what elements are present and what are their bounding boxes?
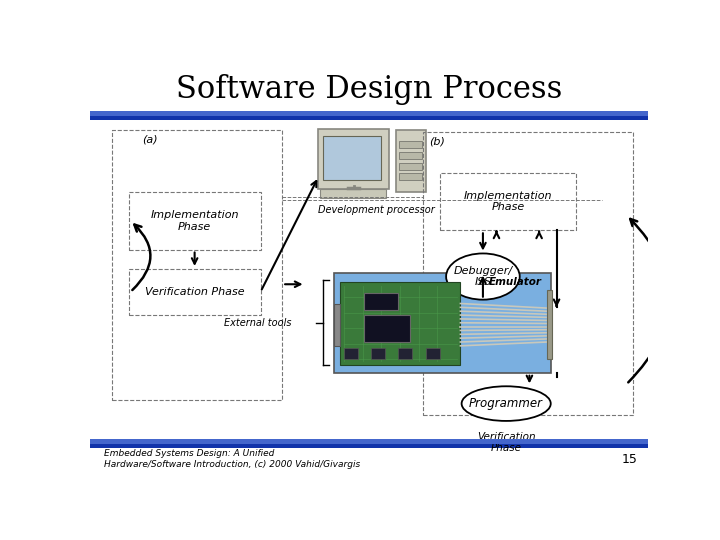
FancyBboxPatch shape [364, 293, 398, 309]
Text: Verification Phase: Verification Phase [145, 287, 244, 297]
FancyBboxPatch shape [399, 173, 423, 180]
Text: (b): (b) [429, 136, 445, 146]
Bar [90, 111, 648, 120]
Text: Programmer: Programmer [469, 397, 543, 410]
FancyBboxPatch shape [426, 348, 439, 359]
FancyBboxPatch shape [399, 163, 423, 170]
Text: Embedded Systems Design: A Unified
Hardware/Software Introduction, (c) 2000 Vahi: Embedded Systems Design: A Unified Hardw… [104, 449, 360, 469]
Text: Implementation
Phase: Implementation Phase [150, 210, 239, 232]
Text: Development processor: Development processor [318, 205, 435, 215]
Text: Emulator: Emulator [489, 277, 542, 287]
Text: Debugger/
ISS: Debugger/ ISS [454, 266, 513, 287]
FancyBboxPatch shape [399, 141, 423, 148]
FancyBboxPatch shape [364, 315, 410, 342]
Text: Verification
Phase: Verification Phase [477, 431, 536, 453]
Bar [90, 111, 648, 116]
FancyBboxPatch shape [399, 152, 423, 159]
Text: External tools: External tools [224, 318, 292, 328]
Bar [90, 439, 648, 444]
FancyBboxPatch shape [318, 130, 389, 189]
FancyBboxPatch shape [323, 136, 382, 180]
Ellipse shape [446, 253, 520, 300]
FancyBboxPatch shape [334, 303, 341, 346]
Bar [90, 439, 648, 448]
FancyBboxPatch shape [372, 348, 385, 359]
Text: 15: 15 [621, 453, 637, 465]
Text: Implementation
Phase: Implementation Phase [464, 191, 552, 212]
FancyBboxPatch shape [320, 189, 387, 198]
FancyBboxPatch shape [344, 348, 358, 359]
Text: Software Design Process: Software Design Process [176, 74, 562, 105]
FancyBboxPatch shape [341, 282, 461, 365]
FancyArrowPatch shape [132, 225, 150, 290]
FancyBboxPatch shape [334, 273, 551, 373]
FancyBboxPatch shape [396, 130, 426, 192]
FancyBboxPatch shape [398, 348, 413, 359]
Ellipse shape [462, 386, 551, 421]
FancyBboxPatch shape [547, 289, 552, 359]
Text: (a): (a) [143, 134, 158, 145]
FancyArrowPatch shape [629, 219, 669, 382]
